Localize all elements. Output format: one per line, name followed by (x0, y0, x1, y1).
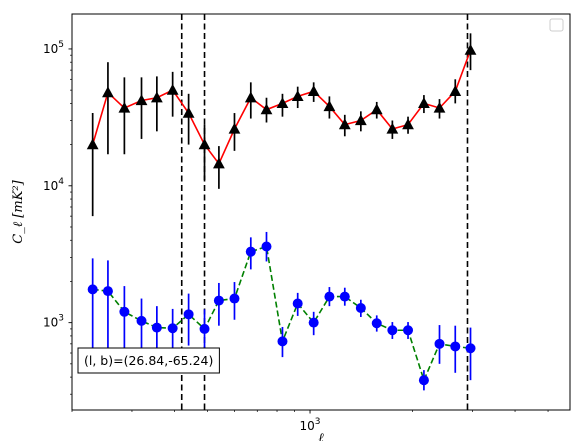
series-2-point (87, 284, 98, 295)
series-2-point (102, 286, 113, 297)
series-2-point (213, 295, 224, 306)
series-1-point (402, 118, 414, 130)
plot-area-frame (71, 13, 571, 411)
series-1-point (213, 157, 225, 169)
series-1-point (386, 122, 399, 134)
series-1-point (260, 103, 273, 115)
series-1-point (166, 83, 179, 95)
y-tick-label: 105 (43, 40, 64, 56)
series-2-point (261, 241, 272, 252)
x-axis-label: ℓ (318, 431, 324, 441)
series-2-point (324, 291, 335, 302)
series-2-point (308, 317, 319, 328)
series-1-point (228, 122, 241, 134)
series-2-point (403, 325, 414, 336)
series-2-point (339, 291, 350, 302)
series-2-point (387, 325, 398, 336)
series-2-point (450, 341, 461, 352)
x-tick-label: 103 (300, 417, 321, 433)
series-1-point (449, 85, 462, 96)
series-2-point (465, 343, 476, 354)
annotation-text: (l, b)=(26.84,-65.24) (84, 353, 213, 368)
series-1-point (244, 91, 257, 103)
series-2-point (183, 309, 194, 320)
series-1-point (276, 97, 289, 109)
series-1-point (86, 138, 99, 150)
series-2-point (151, 322, 162, 333)
series-1-point (135, 94, 148, 106)
series-2-point (229, 293, 240, 304)
series-1-point (464, 43, 477, 55)
series-2-point (119, 306, 130, 317)
series-1-point (370, 103, 383, 115)
series-2-point (277, 336, 288, 347)
series-1-point (118, 101, 131, 113)
series-1-point (354, 114, 367, 126)
y-tick-label: 104 (43, 177, 64, 193)
y-axis-label: C_ℓ [mK²] (11, 179, 26, 243)
series-1-point (433, 101, 446, 113)
series-1-point (418, 97, 430, 109)
series-1-point (150, 91, 163, 103)
series-1-point (323, 100, 336, 112)
series-2-point (292, 298, 303, 309)
plot-layer (86, 14, 477, 410)
axis-layer: 103 103 104 105 (43, 40, 549, 433)
series-2-point (371, 318, 382, 329)
series-1-point (102, 86, 114, 98)
series-1-point (198, 138, 211, 150)
series-2-point (199, 323, 210, 334)
series-2-point (167, 323, 178, 334)
legend-box (549, 18, 564, 32)
series-2-point (418, 375, 429, 386)
coordinate-annotation: (l, b)=(26.84,-65.24) (77, 347, 220, 374)
series-2-point (434, 338, 445, 349)
series-1-point (307, 85, 320, 96)
series-2-point (245, 246, 256, 257)
series-2-point (355, 302, 366, 313)
series-1-point (291, 90, 304, 102)
series-2-point (136, 315, 147, 326)
series-1-point (338, 118, 351, 130)
y-tick-label: 103 (43, 314, 64, 330)
annotation-box (77, 347, 220, 374)
series-1-point (182, 106, 195, 118)
